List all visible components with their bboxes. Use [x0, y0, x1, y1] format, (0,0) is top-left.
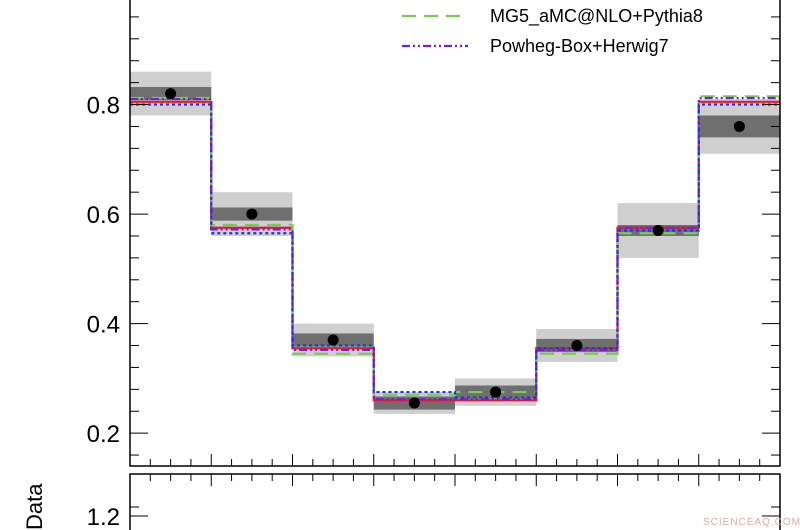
y-tick-label: 0.6 — [87, 202, 120, 229]
y-tick-label: 0.8 — [87, 93, 120, 120]
legend-label: MG5_aMC@NLO+Pythia8 — [490, 6, 703, 27]
data-point — [733, 120, 745, 132]
ratio-y-axis-label: Data — [22, 483, 47, 530]
data-point — [408, 397, 420, 409]
ratio-tick-label: 1.2 — [87, 504, 120, 530]
data-point — [490, 386, 502, 398]
y-tick-label: 0.4 — [87, 312, 120, 339]
ratio-panel: 1.2 Data — [22, 473, 781, 530]
data-points — [165, 88, 745, 409]
y-tick-label: 0.2 — [87, 421, 120, 448]
data-point — [246, 208, 258, 220]
prediction-line-3 — [130, 96, 780, 401]
data-point — [165, 88, 177, 100]
legend: MG5_aMC@NLO+Pythia8 Powheg-Box+Herwig7 — [402, 6, 703, 56]
data-point — [327, 334, 339, 346]
uncertainty-bands — [130, 71, 780, 414]
data-point — [652, 225, 664, 236]
legend-label: Powheg-Box+Herwig7 — [490, 36, 669, 56]
prediction-curves — [130, 95, 780, 402]
y-axis-ticks: 0.2 0.4 0.6 0.8 — [87, 16, 780, 456]
watermark-text: SCIENCEAQ.COM — [703, 517, 800, 528]
data-point — [571, 340, 583, 352]
main-panel-frame — [129, 0, 781, 467]
